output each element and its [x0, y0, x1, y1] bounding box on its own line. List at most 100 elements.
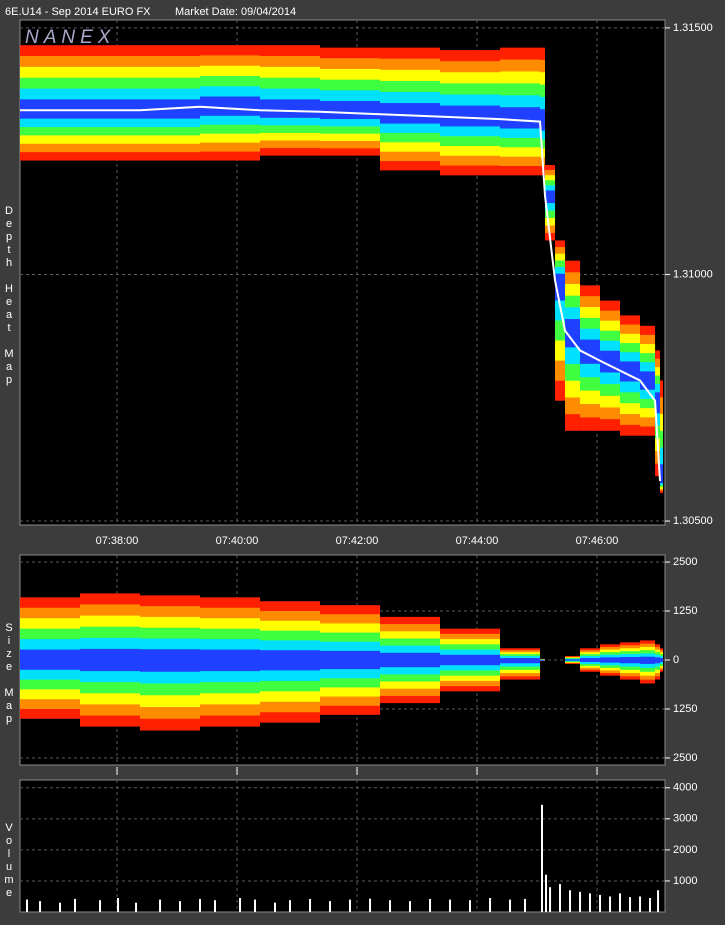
size-cell: [20, 649, 80, 670]
plot-area: [19, 779, 666, 913]
volume-bar: [409, 901, 411, 912]
size-cell: [600, 657, 620, 663]
volume-bar: [549, 887, 552, 912]
volume-bar: [199, 898, 201, 912]
size-cell: [500, 658, 541, 664]
volume-bar: [657, 890, 660, 912]
y-tick-label: 2500: [673, 752, 697, 764]
y-tick-label: 4000: [673, 782, 697, 794]
x-tick-label: 07:38:00: [96, 535, 139, 547]
heat-cell: [500, 107, 541, 129]
y-tick-label: 3000: [673, 813, 697, 825]
heat-cell: [320, 101, 380, 120]
y-axis-title: Volume: [3, 822, 15, 900]
heat-cell: [660, 464, 664, 484]
y-axis-title: Size Map: [3, 622, 15, 726]
size-cell: [320, 650, 380, 670]
marks: [20, 593, 664, 731]
volume-bar: [579, 891, 582, 912]
size-cell: [620, 657, 641, 664]
heat-cell: [260, 99, 320, 118]
size-cell: [660, 658, 664, 662]
volume-bar: [469, 900, 471, 912]
heat-cell: [545, 190, 556, 204]
y-tick-label: 2000: [673, 844, 697, 856]
volume-bar: [289, 900, 291, 912]
chart-title: 6E.U14 - Sep 2014 EURO FX: [5, 6, 151, 18]
volume-bar: [609, 896, 612, 912]
heat-cell: [440, 105, 500, 127]
volume-bar: [99, 900, 102, 912]
volume-bar: [159, 899, 162, 912]
volume-bar: [254, 899, 257, 912]
volume-bar: [135, 902, 138, 912]
volume-bar: [449, 899, 452, 912]
size-cell: [655, 657, 661, 664]
heat-cell: [555, 273, 566, 301]
size-cell: [140, 649, 200, 672]
size-cell: [565, 659, 581, 661]
volume-bar: [599, 894, 602, 912]
volume-bar: [369, 898, 372, 912]
volume-bar: [524, 898, 527, 912]
size-cell: [260, 650, 320, 671]
y-tick-label: 1.31500: [673, 22, 713, 34]
volume-bar: [639, 896, 642, 912]
volume-bar: [117, 898, 120, 912]
heat-cell: [540, 109, 545, 131]
y-tick-label: 1000: [673, 875, 697, 887]
volume-bar: [489, 898, 492, 912]
volume-bar: [509, 899, 512, 912]
volume-bar: [541, 804, 543, 912]
volume-bar: [39, 901, 42, 912]
x-tick-label: 07:44:00: [456, 535, 499, 547]
market-date: Market Date: 09/04/2014: [175, 6, 296, 18]
y-tick-label: 2500: [673, 556, 697, 568]
volume-bar: [329, 901, 332, 912]
heat-cell: [600, 350, 620, 373]
y-axis-title: Depth Heat Map: [3, 205, 15, 387]
heat-cell: [620, 361, 641, 382]
heat-cell: [200, 96, 260, 116]
volume-bar: [59, 902, 62, 912]
price-line: [20, 105, 662, 482]
heat-cell: [640, 371, 656, 390]
marks: [20, 45, 664, 493]
volume-bar: [239, 898, 242, 912]
size-cell: [580, 658, 601, 662]
volume-bar: [569, 890, 572, 912]
volume-bar: [274, 902, 276, 912]
volume-bar: [74, 898, 77, 912]
logo: NANEX: [25, 27, 115, 48]
y-tick-label: 1.30500: [673, 515, 713, 527]
volume-bar: [545, 874, 548, 912]
heat-cell: [20, 99, 80, 119]
y-tick-label: 1250: [673, 703, 697, 715]
heat-cell: [80, 99, 140, 119]
heat-cell: [380, 103, 440, 124]
volume-bar: [629, 897, 632, 912]
heat-cell: [655, 392, 661, 414]
volume-bar: [309, 898, 312, 912]
heat-cell: [565, 319, 581, 348]
y-tick-label: 1250: [673, 605, 697, 617]
y-tick-label: 1.31000: [673, 268, 713, 280]
size-cell: [80, 648, 140, 672]
size-cell: [200, 649, 260, 672]
size-cell: [640, 656, 656, 664]
x-tick-label: 07:40:00: [216, 535, 259, 547]
marks: [26, 804, 660, 912]
volume-bar: [429, 898, 432, 912]
x-tick-label: 07:46:00: [576, 535, 619, 547]
size-cell: [380, 652, 440, 668]
y-tick-label: 0: [673, 654, 679, 666]
size-cell: [540, 659, 545, 661]
volume-bar: [349, 899, 351, 912]
volume-bar: [179, 901, 182, 912]
volume-bar: [619, 893, 621, 912]
x-tick-label: 07:42:00: [336, 535, 379, 547]
volume-bar: [214, 900, 216, 912]
volume-bar: [26, 899, 29, 912]
